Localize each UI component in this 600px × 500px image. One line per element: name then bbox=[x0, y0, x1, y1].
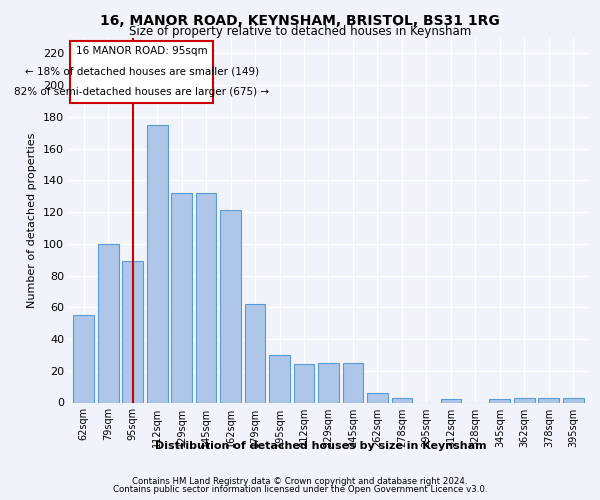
Text: 16 MANOR ROAD: 95sqm: 16 MANOR ROAD: 95sqm bbox=[76, 46, 208, 56]
Bar bbox=[171, 193, 192, 402]
Text: 16, MANOR ROAD, KEYNSHAM, BRISTOL, BS31 1RG: 16, MANOR ROAD, KEYNSHAM, BRISTOL, BS31 … bbox=[100, 14, 500, 28]
Bar bbox=[122, 262, 143, 402]
Bar bbox=[245, 304, 265, 402]
Y-axis label: Number of detached properties: Number of detached properties bbox=[28, 132, 37, 308]
Bar bbox=[343, 363, 364, 403]
Bar bbox=[147, 125, 167, 402]
Bar bbox=[318, 363, 339, 403]
Bar bbox=[196, 193, 217, 402]
Bar bbox=[392, 398, 412, 402]
Bar bbox=[293, 364, 314, 403]
Text: Distribution of detached houses by size in Keynsham: Distribution of detached houses by size … bbox=[155, 441, 487, 451]
Bar bbox=[98, 244, 119, 402]
Text: ← 18% of detached houses are smaller (149): ← 18% of detached houses are smaller (14… bbox=[25, 66, 259, 76]
FancyBboxPatch shape bbox=[70, 40, 214, 102]
Text: Contains HM Land Registry data © Crown copyright and database right 2024.: Contains HM Land Registry data © Crown c… bbox=[132, 477, 468, 486]
Bar bbox=[514, 398, 535, 402]
Text: Contains public sector information licensed under the Open Government Licence v3: Contains public sector information licen… bbox=[113, 485, 487, 494]
Bar bbox=[563, 398, 584, 402]
Bar bbox=[440, 400, 461, 402]
Text: Size of property relative to detached houses in Keynsham: Size of property relative to detached ho… bbox=[129, 25, 471, 38]
Bar bbox=[538, 398, 559, 402]
Bar bbox=[269, 355, 290, 403]
Bar bbox=[367, 393, 388, 402]
Text: 82% of semi-detached houses are larger (675) →: 82% of semi-detached houses are larger (… bbox=[14, 87, 269, 97]
Bar bbox=[73, 315, 94, 402]
Bar bbox=[220, 210, 241, 402]
Bar bbox=[490, 400, 510, 402]
